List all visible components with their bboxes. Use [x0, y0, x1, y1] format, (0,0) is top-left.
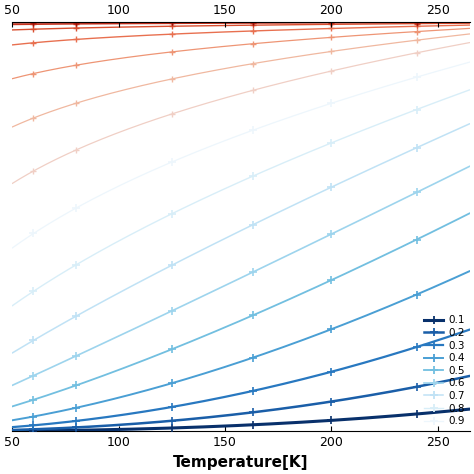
X-axis label: Temperature[K]: Temperature[K] [173, 455, 309, 470]
Legend: 0.1, 0.2, 0.3, 0.4, 0.5, 0.6, 0.7, 0.8, 0.9: 0.1, 0.2, 0.3, 0.4, 0.5, 0.6, 0.7, 0.8, … [424, 315, 465, 426]
